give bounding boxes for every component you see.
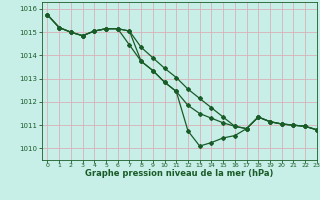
X-axis label: Graphe pression niveau de la mer (hPa): Graphe pression niveau de la mer (hPa) <box>85 169 273 178</box>
